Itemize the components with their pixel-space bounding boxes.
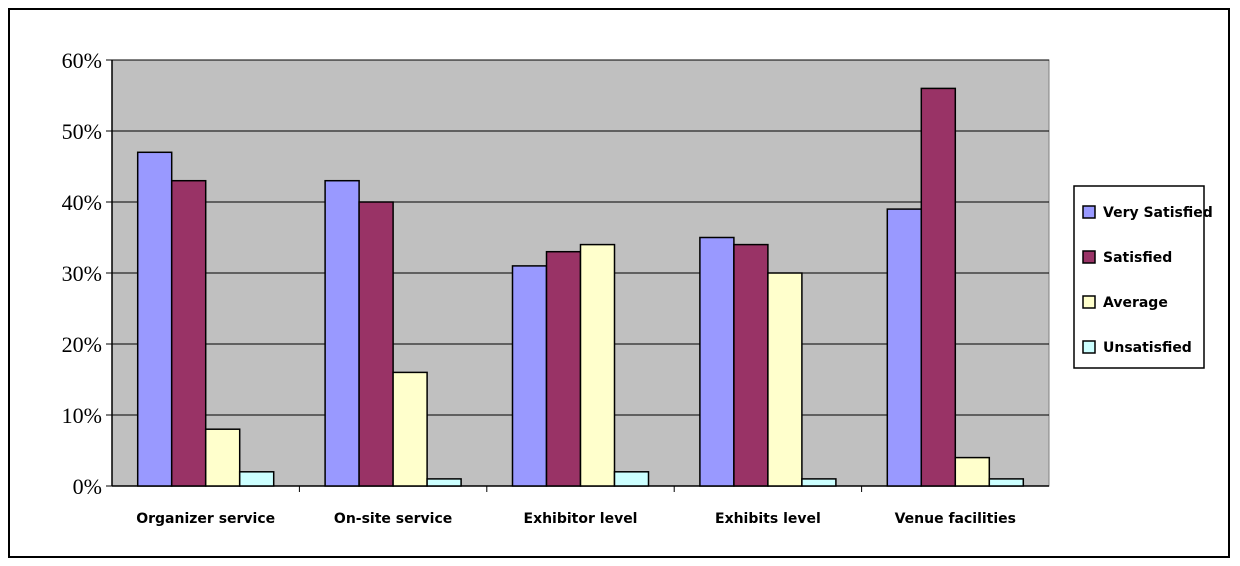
x-tick-label: On-site service xyxy=(334,511,452,527)
legend-swatch xyxy=(1082,295,1096,309)
bar-unsatisfied xyxy=(801,478,837,487)
legend-label: Very Satisfied xyxy=(1103,205,1213,221)
bar-very-satisfied xyxy=(136,151,173,487)
chart-frame: 0% 10% 20% 30% 40% 50% 60% Organizer service On-… xyxy=(8,8,1230,558)
bar-average xyxy=(954,456,991,487)
legend-swatch xyxy=(1082,340,1096,354)
x-tick-label: Exhibitor level xyxy=(524,511,638,527)
bar-satisfied xyxy=(545,250,582,487)
y-tick-label: 30% xyxy=(62,261,102,286)
bar-very-satisfied xyxy=(324,179,360,487)
bar-satisfied xyxy=(358,201,394,487)
x-tick-label: Exhibits level xyxy=(715,511,821,527)
y-tick-label: 0% xyxy=(73,474,102,499)
x-tick-label: Organizer service xyxy=(136,511,275,527)
bar-unsatisfied xyxy=(988,478,1025,487)
bar-average xyxy=(767,272,803,487)
y-tick-label: 40% xyxy=(62,190,102,215)
bar-satisfied xyxy=(170,179,207,487)
axes: 0% 10% 20% 30% 40% 50% 60% Organizer service On-… xyxy=(62,48,1049,527)
bar-very-satisfied xyxy=(886,208,923,487)
legend-swatch xyxy=(1082,205,1096,219)
legend-label: Unsatisfied xyxy=(1103,340,1192,356)
bar-satisfied xyxy=(733,243,769,487)
bar-unsatisfied xyxy=(613,471,650,487)
bar-average xyxy=(392,371,428,487)
bar-very-satisfied xyxy=(699,236,735,487)
y-tick-label: 60% xyxy=(62,48,102,73)
bar-chart: 0% 10% 20% 30% 40% 50% 60% Organizer service On-… xyxy=(62,48,1213,527)
bar-average xyxy=(579,243,616,487)
bar-unsatisfied xyxy=(238,471,275,487)
bar-average xyxy=(204,428,241,487)
x-tick-label: Venue facilities xyxy=(895,511,1016,527)
legend-swatch xyxy=(1082,250,1096,264)
legend: Very Satisfied Satisfied Average Unsatisfie… xyxy=(1073,185,1213,369)
y-tick-label: 50% xyxy=(62,119,102,144)
legend-label: Average xyxy=(1103,295,1168,311)
bar-satisfied xyxy=(920,87,957,487)
bar-very-satisfied xyxy=(511,265,548,487)
legend-label: Satisfied xyxy=(1103,250,1172,266)
bars xyxy=(136,87,1025,487)
y-tick-label: 10% xyxy=(62,403,102,428)
y-tick-label: 20% xyxy=(62,332,102,357)
bar-unsatisfied xyxy=(426,478,462,487)
